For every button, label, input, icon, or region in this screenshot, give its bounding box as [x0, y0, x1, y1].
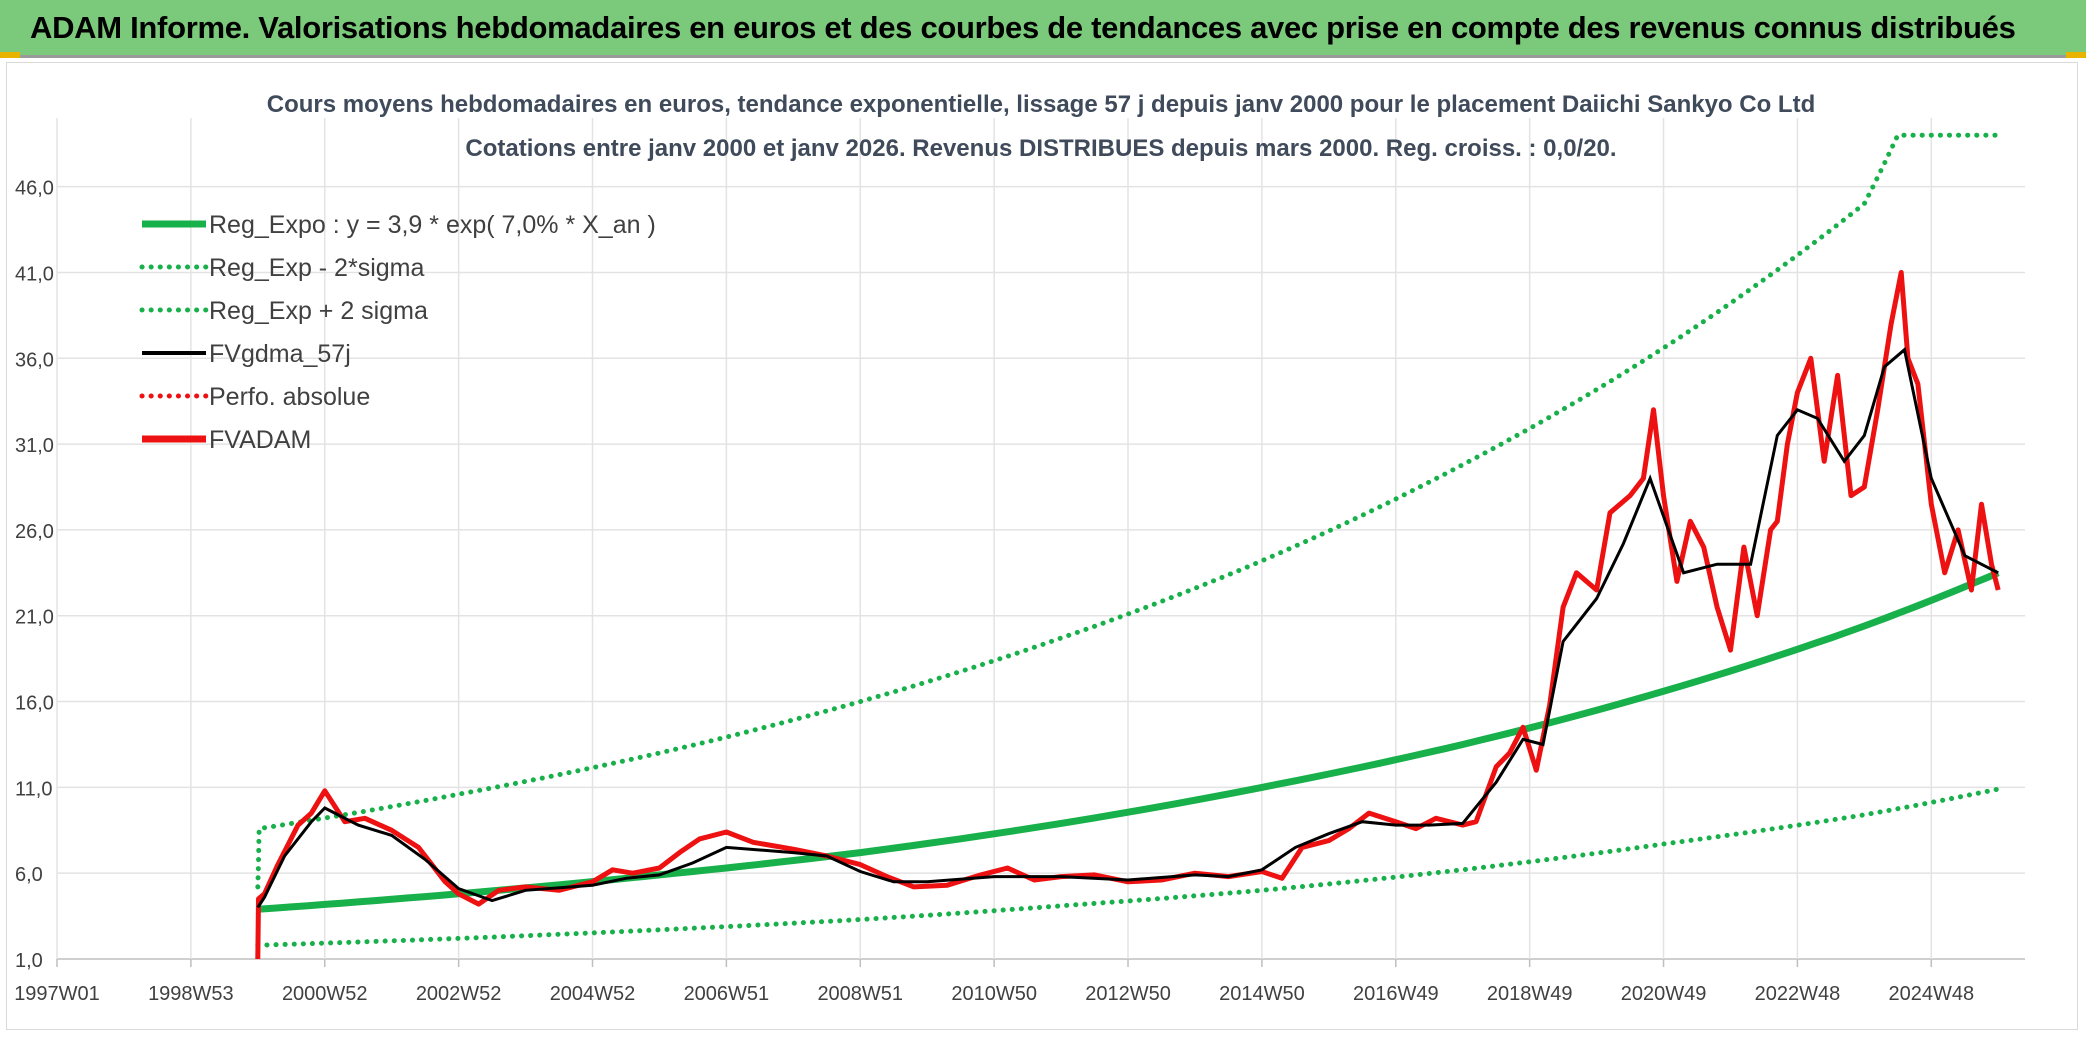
y-tick-label: 46,0: [15, 178, 54, 200]
x-tick-label: 2010W50: [951, 983, 1037, 1005]
x-tick-label: 2014W50: [1219, 983, 1305, 1005]
y-tick-label: 31,0: [15, 435, 54, 457]
chart: Cours moyens hebdomadaires en euros, ten…: [14, 91, 2025, 1005]
x-tick-label: 2022W48: [1755, 983, 1841, 1005]
legend-label: FVADAM: [209, 426, 311, 454]
x-axis: 1997W01 1998W53 2000W52 2002W52 2004W52 2006W…: [14, 983, 1974, 1005]
corner-accent-right: [2066, 52, 2086, 58]
series-fvadam: [255, 270, 2001, 960]
x-tick-label: 2008W51: [817, 983, 903, 1005]
y-axis: 1,0 6,0 11,0 16,0 21,0 26,0 31,0 36,0 41,0 46,0: [15, 178, 54, 972]
header-bar: ADAM Informe. Valorisations hebdomadaire…: [0, 0, 2086, 58]
legend-label: Reg_Expo : y = 3,9 * exp( 7,0% * X_an ): [209, 211, 656, 239]
x-tick-label: 2002W52: [416, 983, 502, 1005]
y-tick-label: 1,0: [15, 950, 43, 972]
y-tick-label: 11,0: [15, 778, 52, 800]
series-reg-exp-2-sigma: [255, 786, 2001, 948]
series-reg-exp-2-sigma: [255, 132, 2001, 890]
legend-label: Reg_Exp - 2*sigma: [209, 254, 424, 282]
y-tick-label: 26,0: [15, 521, 54, 543]
x-tick-label: 2000W52: [282, 983, 368, 1005]
grid: [56, 118, 2025, 967]
x-tick-label: 2018W49: [1487, 983, 1573, 1005]
y-tick-label: 21,0: [15, 607, 54, 629]
chart-subtitle: Cotations entre janv 2000 et janv 2026. …: [465, 135, 1616, 162]
series-group: [255, 132, 2001, 960]
legend-label: Reg_Exp + 2 sigma: [209, 297, 428, 325]
y-tick-label: 6,0: [15, 864, 43, 886]
x-tick-label: 1998W53: [148, 983, 234, 1005]
y-tick-label: 36,0: [15, 349, 54, 371]
chart-title: Cours moyens hebdomadaires en euros, ten…: [267, 91, 1815, 118]
x-tick-label: 2016W49: [1353, 983, 1439, 1005]
series-fvgdma-57j: [256, 346, 1999, 909]
x-tick-label: 2024W48: [1888, 983, 1974, 1005]
x-tick-label: 2012W50: [1085, 983, 1171, 1005]
series-reg-expo: [257, 569, 2000, 913]
x-tick-label: 1997W01: [14, 983, 100, 1005]
page-title: ADAM Informe. Valorisations hebdomadaire…: [30, 10, 2016, 45]
chart-frame: Cours moyens hebdomadaires en euros, ten…: [6, 62, 2078, 1030]
legend: Reg_Expo : y = 3,9 * exp( 7,0% * X_an ) R…: [139, 211, 656, 454]
x-tick-label: 2020W49: [1621, 983, 1707, 1005]
y-tick-label: 41,0: [15, 263, 54, 285]
x-tick-label: 2004W52: [550, 983, 636, 1005]
legend-label: Perfo. absolue: [209, 383, 370, 411]
x-tick-label: 2006W51: [684, 983, 770, 1005]
legend-label: FVgdma_57j: [209, 340, 351, 368]
y-tick-label: 16,0: [15, 693, 54, 715]
corner-accent-left: [0, 52, 20, 58]
